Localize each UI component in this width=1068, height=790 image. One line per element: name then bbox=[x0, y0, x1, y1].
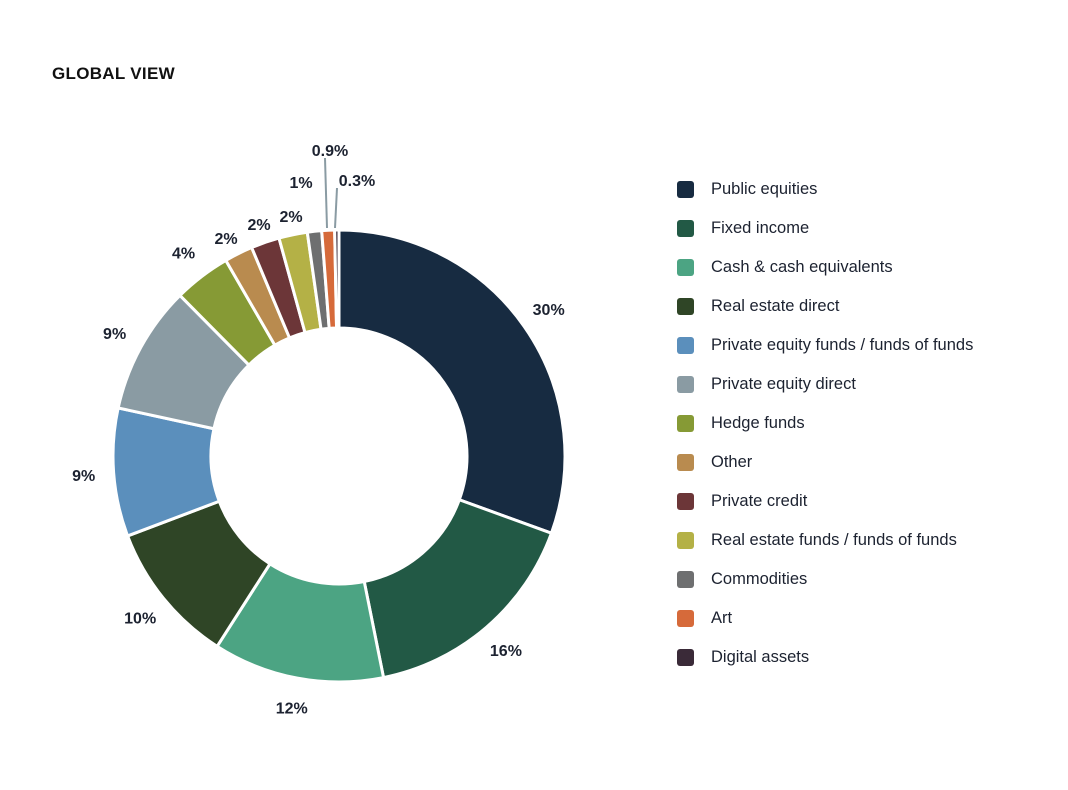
chart-legend: Public equities Fixed income Cash & cash e… bbox=[677, 170, 1057, 677]
legend-item: Commodities bbox=[677, 560, 1057, 599]
data-label: 9% bbox=[72, 468, 95, 485]
legend-label: Real estate funds / funds of funds bbox=[711, 531, 957, 549]
legend-label: Commodities bbox=[711, 570, 808, 588]
legend-label: Hedge funds bbox=[711, 414, 805, 432]
data-label: 1% bbox=[289, 175, 312, 192]
data-label: 9% bbox=[103, 326, 126, 343]
data-label: 2% bbox=[279, 209, 302, 226]
legend-swatch bbox=[677, 649, 694, 666]
legend-swatch bbox=[677, 376, 694, 393]
legend-item: Real estate direct bbox=[677, 287, 1057, 326]
legend-swatch bbox=[677, 337, 694, 354]
legend-swatch bbox=[677, 454, 694, 471]
legend-item: Fixed income bbox=[677, 209, 1057, 248]
legend-label: Public equities bbox=[711, 180, 818, 198]
data-label: 4% bbox=[172, 246, 195, 263]
legend-swatch bbox=[677, 532, 694, 549]
legend-swatch bbox=[677, 610, 694, 627]
legend-swatch bbox=[677, 298, 694, 315]
legend-label: Art bbox=[711, 609, 733, 627]
legend-swatch bbox=[677, 259, 694, 276]
data-label: 30% bbox=[533, 302, 565, 319]
leader-line bbox=[324, 157, 328, 229]
slice-public-equities bbox=[337, 228, 567, 535]
slice-fixed-income bbox=[362, 498, 553, 680]
legend-label: Real estate direct bbox=[711, 297, 840, 315]
legend-label: Cash & cash equivalents bbox=[711, 258, 893, 276]
legend-item: Private equity direct bbox=[677, 365, 1057, 404]
chart-title: GLOBAL VIEW bbox=[52, 64, 175, 83]
legend-swatch bbox=[677, 571, 694, 588]
legend-item: Other bbox=[677, 443, 1057, 482]
data-label: 12% bbox=[276, 701, 308, 718]
legend-label: Private equity direct bbox=[711, 375, 856, 393]
data-label: 2% bbox=[214, 231, 237, 248]
data-label: 10% bbox=[124, 610, 156, 627]
legend-swatch bbox=[677, 415, 694, 432]
legend-label: Fixed income bbox=[711, 219, 810, 237]
data-label: 0.9% bbox=[312, 143, 348, 160]
legend-item: Private equity funds / funds of funds bbox=[677, 326, 1057, 365]
legend-label: Private equity funds / funds of funds bbox=[711, 336, 974, 354]
legend-item: Cash & cash equivalents bbox=[677, 248, 1057, 287]
legend-item: Public equities bbox=[677, 170, 1057, 209]
legend-label: Digital assets bbox=[711, 648, 810, 666]
slice-digital-assets bbox=[333, 228, 341, 330]
legend-label: Private credit bbox=[711, 492, 808, 510]
legend-swatch bbox=[677, 493, 694, 510]
legend-swatch bbox=[677, 220, 694, 237]
leader-line bbox=[334, 187, 338, 229]
legend-label: Other bbox=[711, 453, 753, 471]
donut-chart: 30% 16% 12% 10% 9% 9% 4% 2% 2% 2% 1%0.9% 0.3% bbox=[72, 143, 567, 718]
data-label: 0.3% bbox=[339, 173, 375, 190]
legend-swatch bbox=[677, 181, 694, 198]
legend-item: Hedge funds bbox=[677, 404, 1057, 443]
data-label: 2% bbox=[247, 217, 270, 234]
legend-item: Private credit bbox=[677, 482, 1057, 521]
legend-item: Art bbox=[677, 599, 1057, 638]
legend-item: Digital assets bbox=[677, 638, 1057, 677]
legend-item: Real estate funds / funds of funds bbox=[677, 521, 1057, 560]
data-label: 16% bbox=[490, 643, 522, 660]
